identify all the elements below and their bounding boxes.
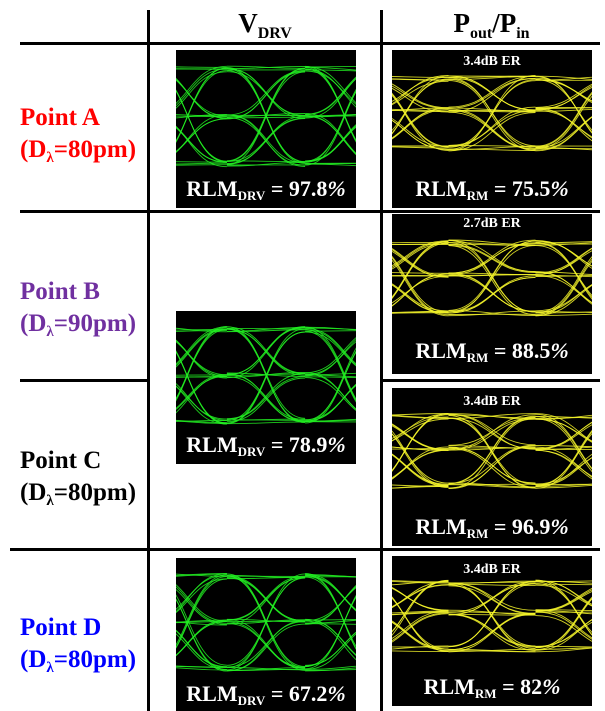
row-label-point-c: Point C (Dλ=80pm) [20, 447, 137, 509]
drv-rlm-label-a: RLMDRV = 97.8% [186, 176, 346, 203]
rm-eye-traces [392, 413, 592, 490]
rm-eye-traces [392, 239, 592, 317]
header-pout-pin: Pout/Pin [453, 8, 530, 42]
drv-eye-diagram-bc: RLMDRV = 78.9% [176, 311, 356, 464]
drv-eye-traces [176, 65, 356, 168]
rm-eye-traces [392, 579, 592, 653]
drv-eye-diagram-d: RLMDRV = 67.2% [176, 558, 356, 711]
row-label-point-b: Point B (Dλ=90pm) [20, 278, 137, 340]
rm-eye-diagram-c: 3.4dB ER RLMRM = 96.9% [392, 388, 592, 546]
rm-eye-diagram-b: 2.7dB ER RLMRM = 88.5% [392, 214, 592, 374]
rm-rlm-label-d: RLMRM = 82% [423, 674, 561, 701]
extinction-ratio-label-a: 3.4dB ER [463, 54, 521, 69]
extinction-ratio-label-d: 3.4dB ER [463, 562, 521, 577]
column-divider-1 [147, 10, 150, 711]
row-label-point-d: Point D (Dλ=80pm) [20, 614, 137, 676]
drv-rlm-label-bc: RLMDRV = 78.9% [186, 432, 346, 459]
extinction-ratio-label-b: 2.7dB ER [463, 216, 521, 231]
header-vdrv: VDRV [238, 8, 292, 42]
rm-eye-diagram-a: 3.4dB ER RLMRM = 75.5% [392, 50, 592, 208]
drv-rlm-label-d: RLMDRV = 67.2% [186, 681, 346, 708]
rm-eye-traces [392, 75, 592, 152]
extinction-ratio-label-c: 3.4dB ER [463, 394, 521, 409]
drv-eye-traces [176, 572, 356, 672]
row-label-point-a: Point A (Dλ=80pm) [20, 104, 137, 166]
drv-eye-diagram-a: RLMDRV = 97.8% [176, 50, 356, 208]
column-divider-2 [380, 10, 383, 711]
row-divider-ab [20, 210, 600, 213]
row-divider-bc-right [380, 379, 600, 382]
rm-rlm-label-b: RLMRM = 88.5% [415, 338, 569, 365]
rm-rlm-label-a: RLMRM = 75.5% [415, 176, 569, 203]
rm-rlm-label-c: RLMRM = 96.9% [415, 514, 569, 541]
row-divider-cd [10, 548, 600, 551]
rm-eye-diagram-d: 3.4dB ER RLMRM = 82% [392, 556, 592, 706]
row-divider-bc [20, 379, 150, 382]
header-rule [20, 42, 600, 45]
drv-eye-traces [176, 326, 356, 425]
